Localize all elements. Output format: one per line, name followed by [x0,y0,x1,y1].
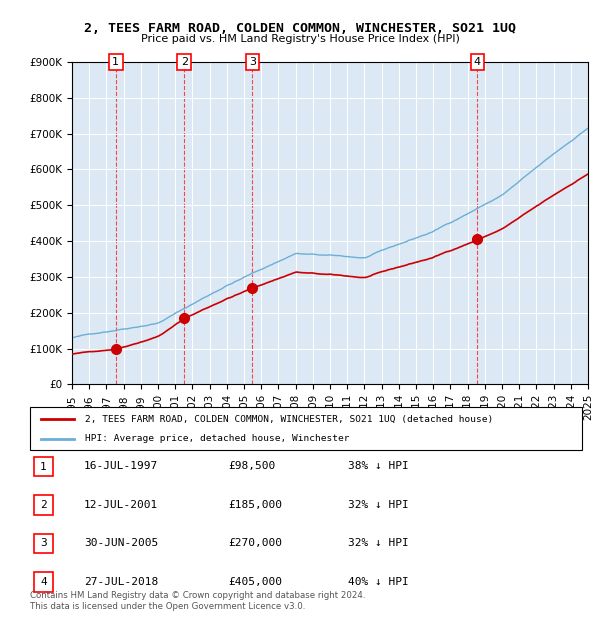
Text: £98,500: £98,500 [228,461,275,471]
FancyBboxPatch shape [30,407,582,450]
Text: HPI: Average price, detached house, Winchester: HPI: Average price, detached house, Winc… [85,435,350,443]
Text: 32% ↓ HPI: 32% ↓ HPI [348,538,409,548]
Text: 2: 2 [181,57,188,67]
FancyBboxPatch shape [34,534,53,553]
FancyBboxPatch shape [34,572,53,591]
Text: 4: 4 [474,57,481,67]
Text: Price paid vs. HM Land Registry's House Price Index (HPI): Price paid vs. HM Land Registry's House … [140,34,460,44]
Text: 16-JUL-1997: 16-JUL-1997 [84,461,158,471]
Text: £405,000: £405,000 [228,577,282,587]
Text: 3: 3 [40,538,47,549]
Text: 38% ↓ HPI: 38% ↓ HPI [348,461,409,471]
FancyBboxPatch shape [34,457,53,476]
Text: 12-JUL-2001: 12-JUL-2001 [84,500,158,510]
Text: 27-JUL-2018: 27-JUL-2018 [84,577,158,587]
Text: 4: 4 [40,577,47,587]
Text: 3: 3 [249,57,256,67]
Text: 2, TEES FARM ROAD, COLDEN COMMON, WINCHESTER, SO21 1UQ: 2, TEES FARM ROAD, COLDEN COMMON, WINCHE… [84,22,516,35]
Text: 40% ↓ HPI: 40% ↓ HPI [348,577,409,587]
Text: 32% ↓ HPI: 32% ↓ HPI [348,500,409,510]
Text: £270,000: £270,000 [228,538,282,548]
Text: 2, TEES FARM ROAD, COLDEN COMMON, WINCHESTER, SO21 1UQ (detached house): 2, TEES FARM ROAD, COLDEN COMMON, WINCHE… [85,415,493,423]
Text: 30-JUN-2005: 30-JUN-2005 [84,538,158,548]
Text: £185,000: £185,000 [228,500,282,510]
Text: 1: 1 [40,461,47,472]
FancyBboxPatch shape [34,495,53,515]
Text: 2: 2 [40,500,47,510]
Text: 1: 1 [112,57,119,67]
Text: Contains HM Land Registry data © Crown copyright and database right 2024.
This d: Contains HM Land Registry data © Crown c… [30,591,365,611]
